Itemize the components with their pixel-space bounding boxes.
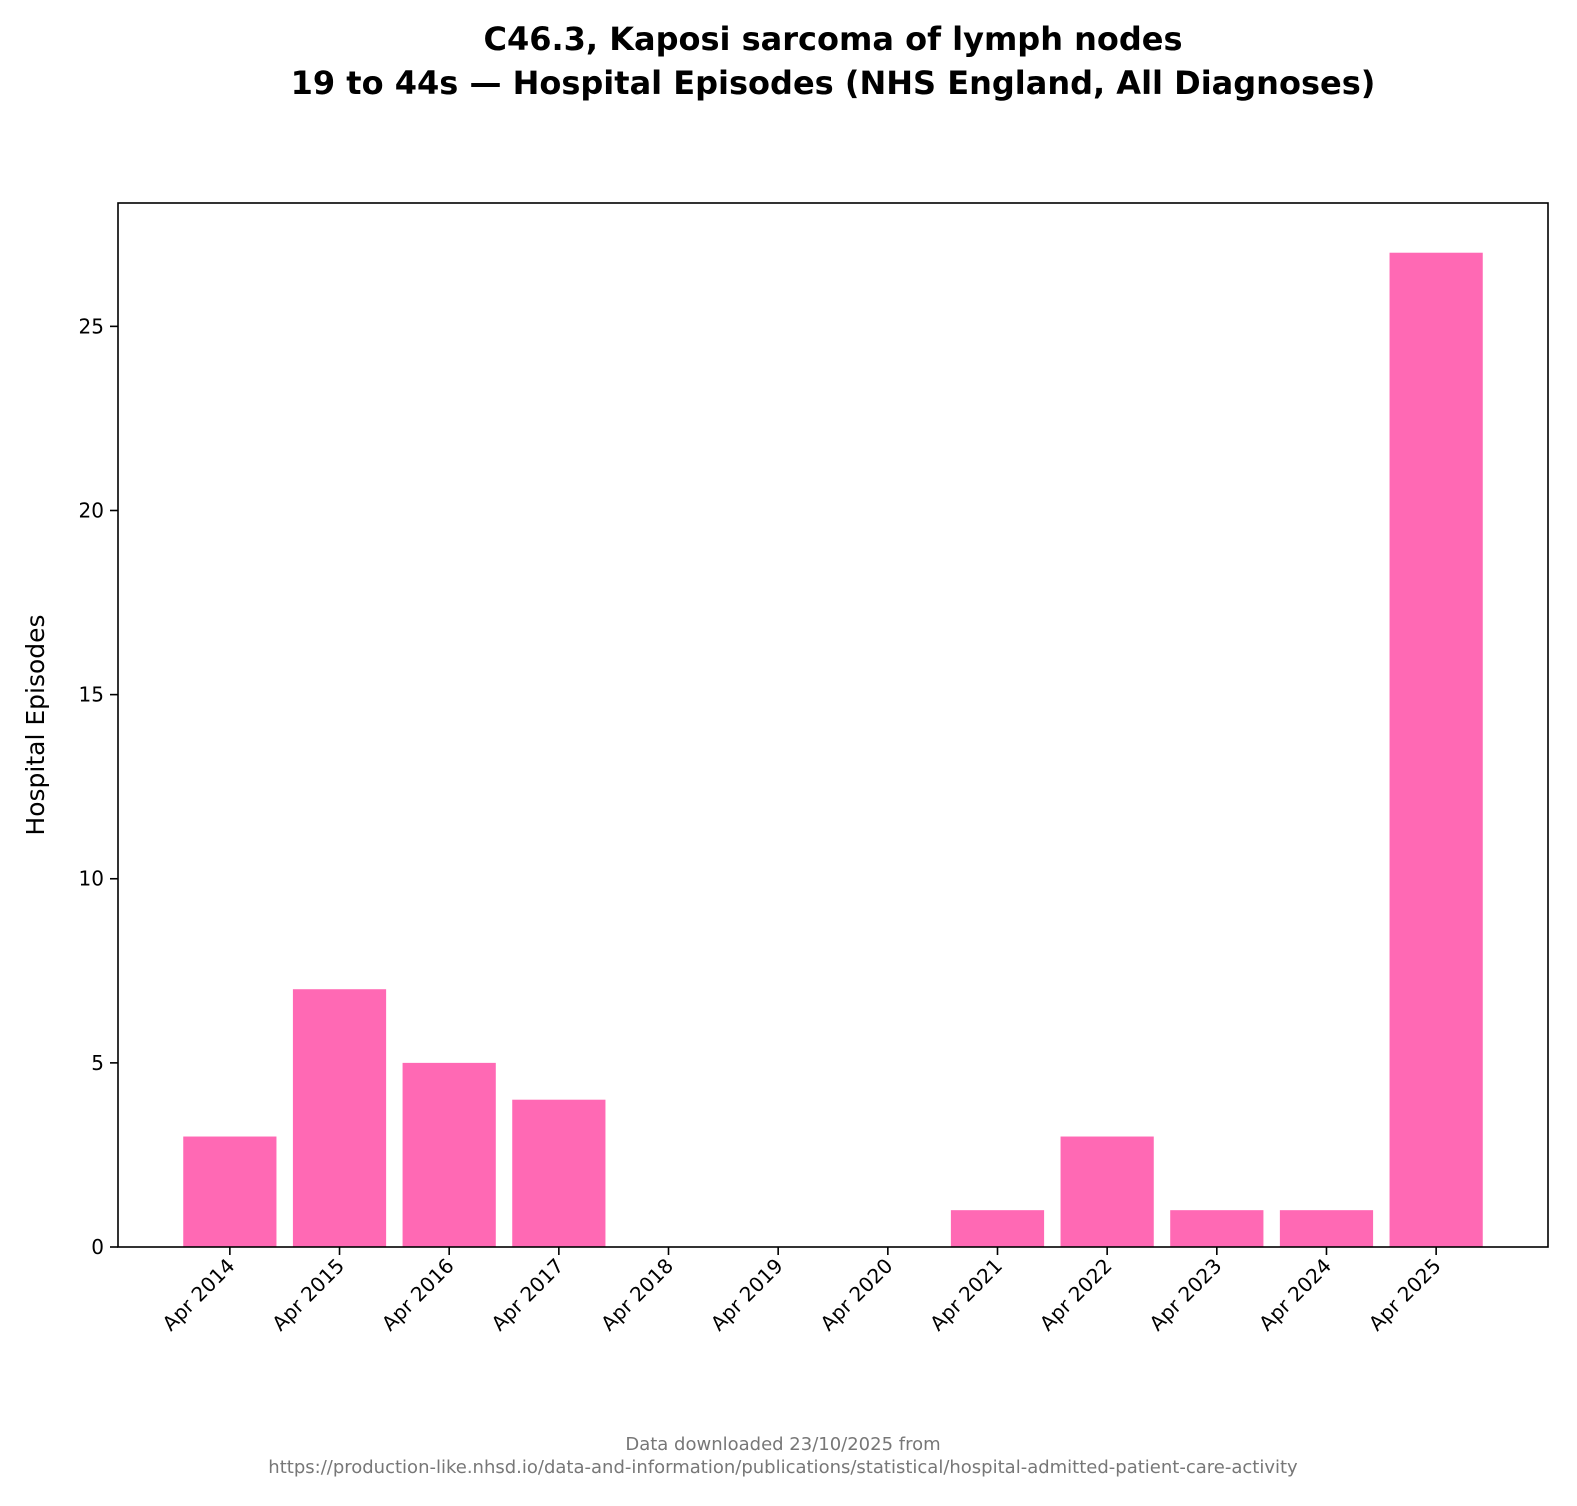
bar-apr-2015 bbox=[292, 989, 387, 1247]
y-tick-label: 25 bbox=[79, 314, 104, 338]
x-tick-label: Apr 2021 bbox=[925, 1254, 1007, 1336]
x-tick-label: Apr 2014 bbox=[157, 1254, 239, 1336]
y-tick-label: 5 bbox=[91, 1051, 104, 1075]
bar-apr-2021 bbox=[950, 1210, 1045, 1247]
y-axis: 0 5 10 15 20 25 bbox=[79, 314, 118, 1259]
footer-line2: https://production-like.nhsd.io/data-and… bbox=[268, 1457, 1298, 1478]
x-axis: Apr 2014 Apr 2015 Apr 2016 Apr 2017 Apr 2018… bbox=[157, 1247, 1446, 1336]
x-tick-label: Apr 2019 bbox=[706, 1254, 788, 1336]
x-tick-label: Apr 2024 bbox=[1254, 1254, 1336, 1336]
bar-apr-2023 bbox=[1170, 1210, 1264, 1247]
bar-apr-2017 bbox=[512, 1099, 606, 1247]
x-tick-label: Apr 2018 bbox=[596, 1254, 678, 1336]
y-axis-label: Hospital Episodes bbox=[21, 614, 50, 835]
footer-line1: Data downloaded 23/10/2025 from bbox=[625, 1434, 940, 1455]
y-tick-label: 15 bbox=[79, 683, 104, 707]
y-tick-label: 10 bbox=[79, 867, 104, 891]
bar-apr-2024 bbox=[1279, 1210, 1374, 1247]
bars-group bbox=[183, 252, 1483, 1247]
chart-title-line2: 19 to 44s — Hospital Episodes (NHS Engla… bbox=[291, 64, 1376, 102]
x-tick-label: Apr 2020 bbox=[815, 1254, 897, 1336]
x-tick-label: Apr 2016 bbox=[377, 1254, 459, 1336]
bar-apr-2016 bbox=[402, 1062, 496, 1247]
y-tick-label: 20 bbox=[79, 498, 104, 522]
x-tick-label: Apr 2017 bbox=[486, 1254, 568, 1336]
bar-apr-2014 bbox=[183, 1136, 277, 1247]
x-tick-label: Apr 2022 bbox=[1035, 1254, 1117, 1336]
bar-apr-2022 bbox=[1060, 1136, 1154, 1247]
plot-frame bbox=[117, 202, 1549, 1248]
x-tick-label: Apr 2025 bbox=[1364, 1254, 1446, 1336]
bar-apr-2025 bbox=[1389, 252, 1483, 1247]
x-tick-label: Apr 2023 bbox=[1144, 1254, 1226, 1336]
y-tick-label: 0 bbox=[91, 1235, 104, 1259]
chart-title-line1: C46.3, Kaposi sarcoma of lymph nodes bbox=[483, 20, 1182, 58]
x-tick-label: Apr 2015 bbox=[267, 1254, 349, 1336]
